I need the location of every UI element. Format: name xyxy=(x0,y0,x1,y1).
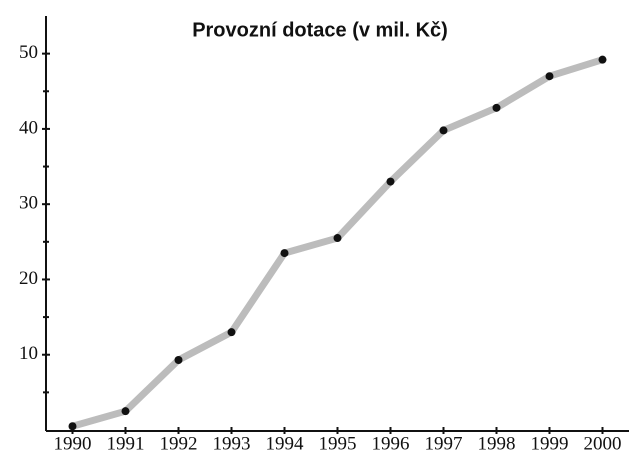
x-tick-label: 1992 xyxy=(160,433,198,454)
x-tick-label: 1996 xyxy=(372,433,410,454)
data-point xyxy=(492,103,501,112)
data-point xyxy=(280,249,289,258)
x-tick-label: 1994 xyxy=(266,433,305,454)
y-tick-label: 40 xyxy=(19,117,38,138)
x-tick-label: 1995 xyxy=(319,433,357,454)
x-tick-label: 1997 xyxy=(425,433,463,454)
x-tick-label: 1993 xyxy=(213,433,251,454)
data-point xyxy=(174,355,183,364)
y-tick-label: 30 xyxy=(19,193,38,214)
x-tick-label: 1991 xyxy=(107,433,145,454)
x-tick-label: 1998 xyxy=(478,433,516,454)
data-point xyxy=(598,55,607,64)
data-line xyxy=(69,56,606,430)
data-point xyxy=(68,422,77,431)
x-tick-label: 2000 xyxy=(584,433,622,454)
chart-title: Provozní dotace (v mil. Kč) xyxy=(192,19,448,41)
data-point xyxy=(227,328,236,337)
x-tick-label: 1999 xyxy=(531,433,569,454)
y-tick-label: 50 xyxy=(19,42,38,63)
y-tick-label: 20 xyxy=(19,268,38,289)
y-tick-label: 10 xyxy=(19,343,38,364)
data-point xyxy=(121,407,130,416)
data-point xyxy=(333,234,342,243)
data-point xyxy=(386,177,395,186)
data-point xyxy=(545,72,554,81)
data-point xyxy=(439,126,448,135)
x-tick-label: 1990 xyxy=(54,433,92,454)
